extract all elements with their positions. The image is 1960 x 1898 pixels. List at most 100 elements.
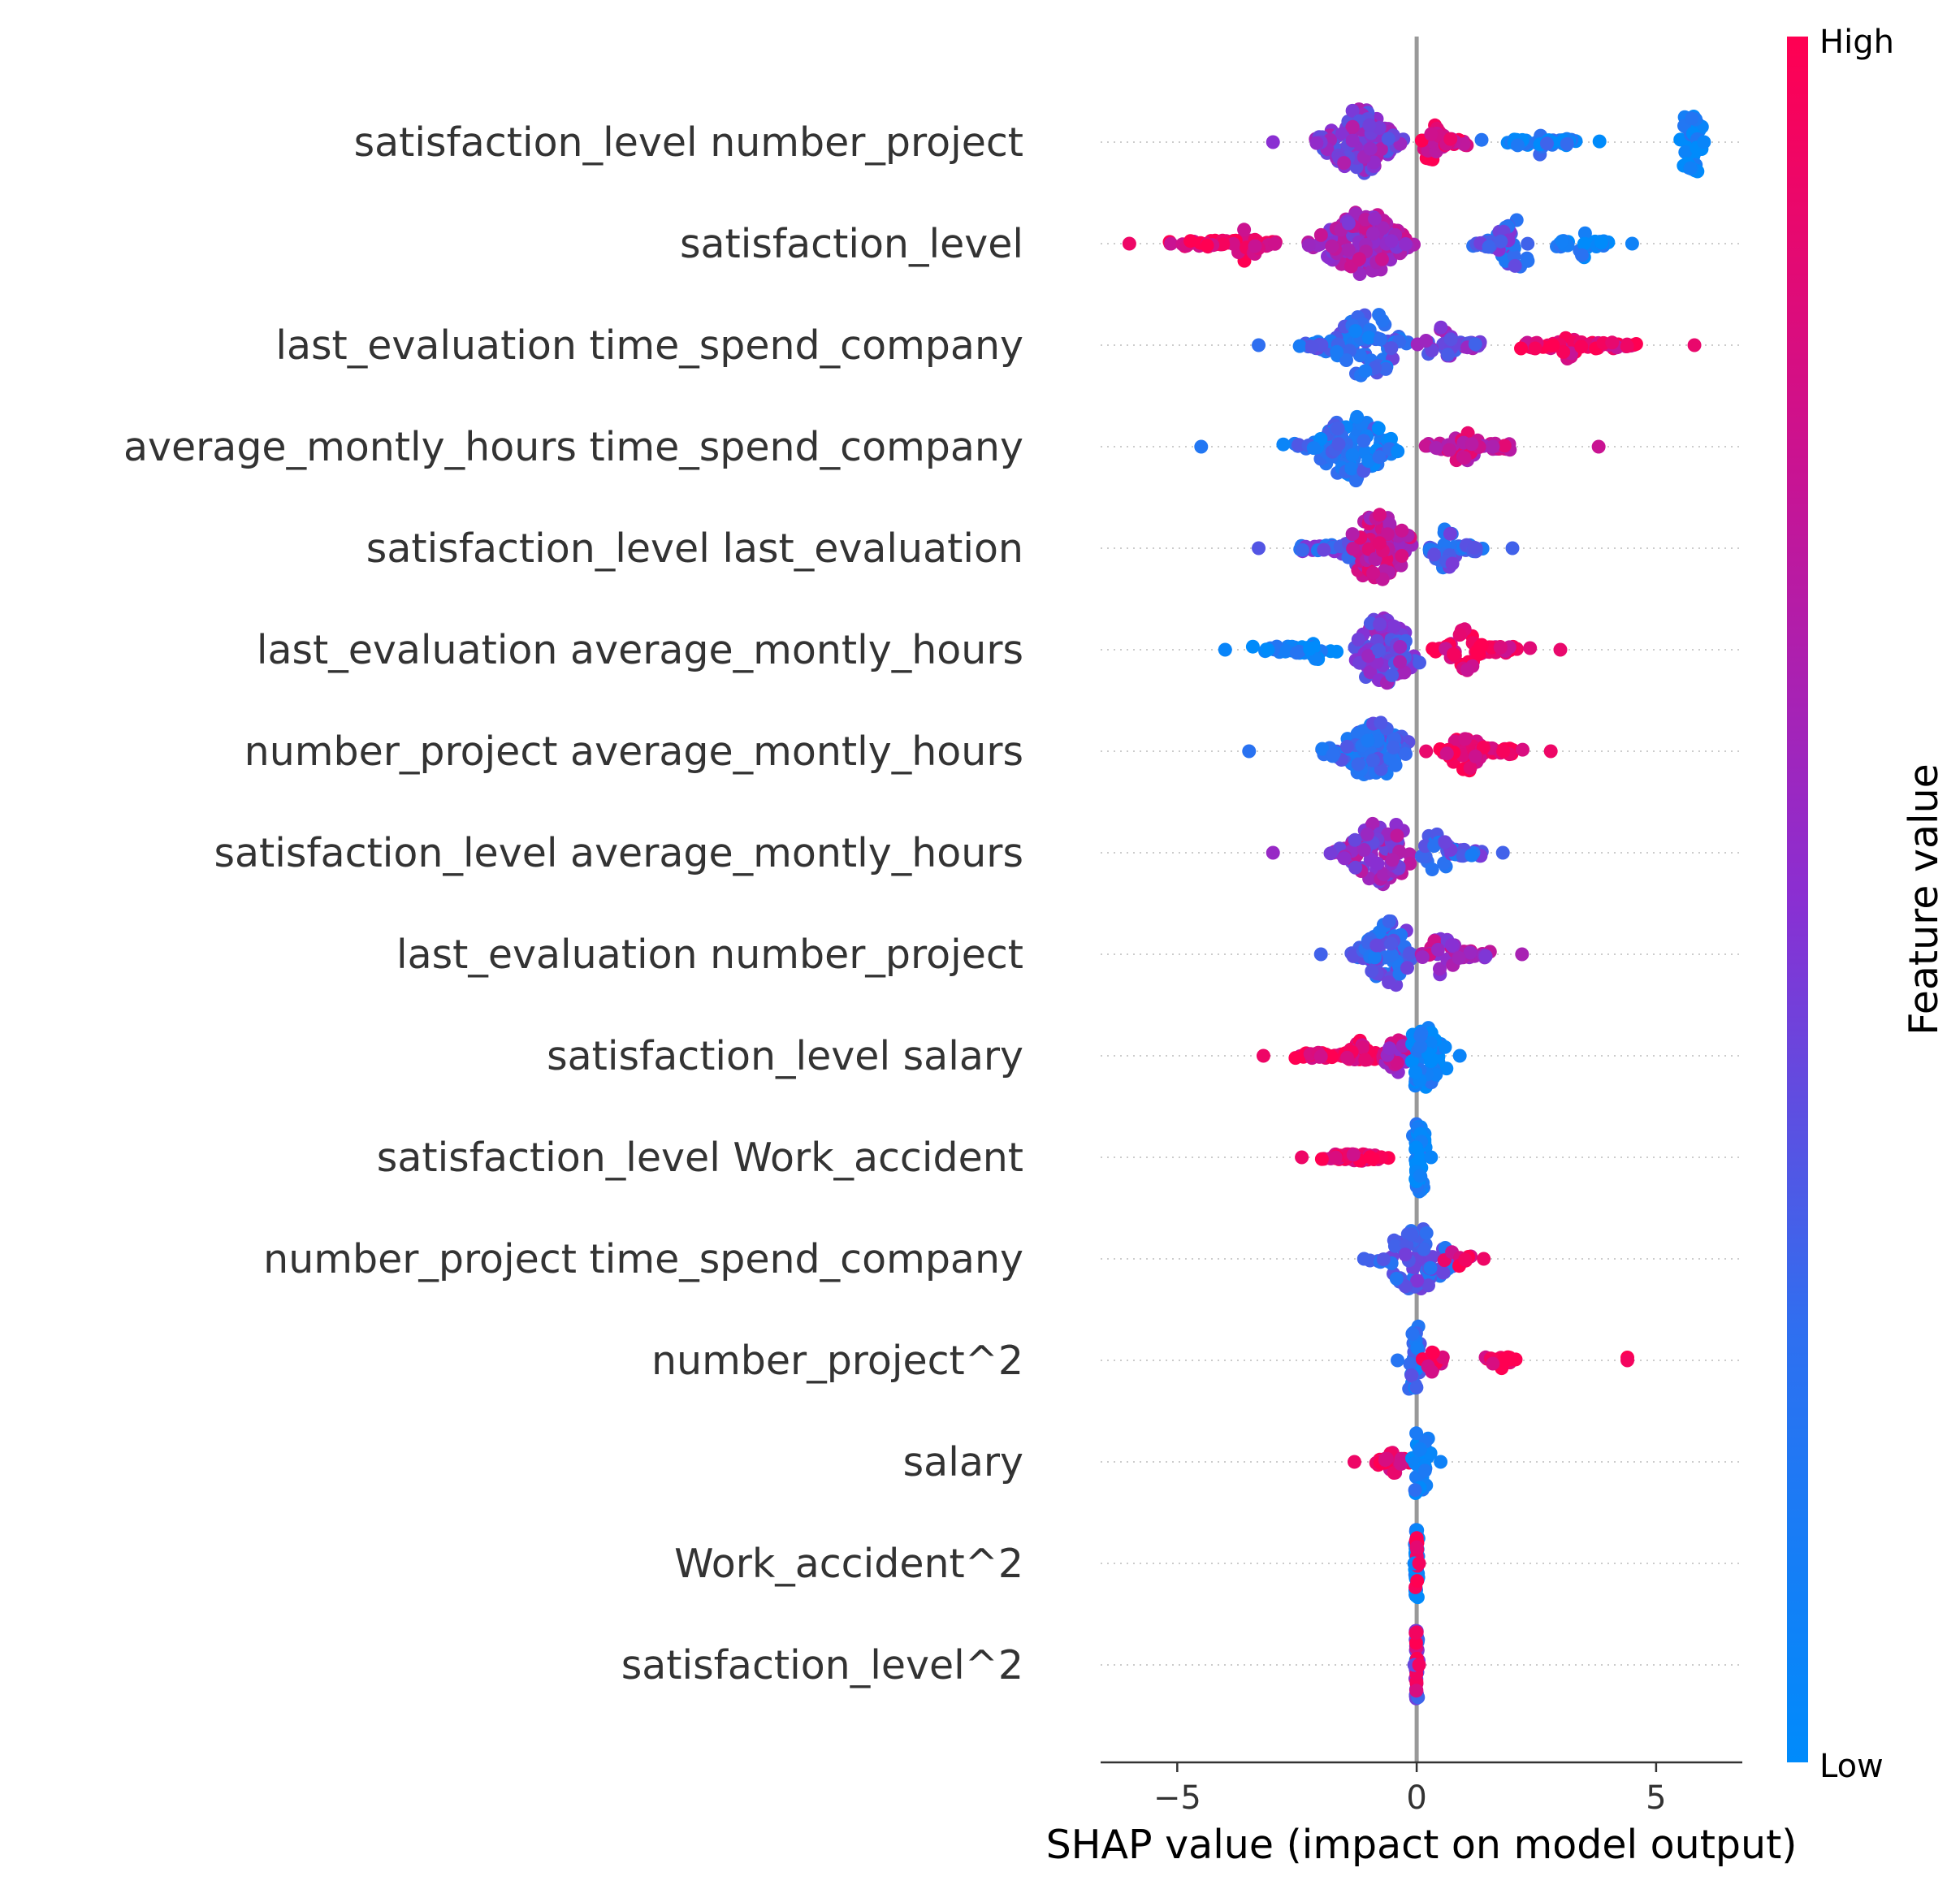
shap-point — [1352, 252, 1366, 266]
shap-point — [1292, 438, 1306, 452]
feature-label: last_evaluation average_montly_hours — [257, 627, 1023, 673]
shap-point — [1381, 132, 1395, 146]
shap-point — [1403, 946, 1417, 961]
shap-point — [1341, 243, 1356, 257]
shap-point — [1370, 734, 1385, 748]
shap-point — [1339, 739, 1354, 754]
shap-point — [1438, 835, 1452, 850]
shap-point — [1323, 846, 1338, 861]
shap-point — [1378, 361, 1393, 376]
x-tick-label: −5 — [1153, 1779, 1201, 1817]
shap-point — [1452, 628, 1467, 642]
shap-point — [1439, 746, 1454, 761]
shap-point — [1468, 337, 1482, 352]
shap-point — [1424, 1150, 1439, 1165]
shap-point — [1384, 341, 1399, 356]
shap-point — [1605, 335, 1620, 350]
shap-point — [1427, 547, 1442, 562]
shap-point — [1683, 161, 1698, 175]
shap-point — [1393, 640, 1408, 654]
shap-point — [1687, 338, 1702, 352]
shap-point — [1348, 324, 1363, 339]
shap-point — [1413, 1152, 1427, 1166]
shap-point — [1452, 951, 1466, 965]
shap-point — [1276, 437, 1291, 452]
shap-point — [1393, 1457, 1408, 1471]
shap-point — [1372, 643, 1387, 657]
shap-point — [1361, 542, 1376, 556]
shap-point — [1495, 845, 1510, 860]
shap-point — [1313, 227, 1328, 242]
shap-point — [1478, 949, 1493, 963]
shap-point — [1523, 641, 1538, 655]
shap-point — [1497, 439, 1512, 453]
shap-point — [1200, 238, 1214, 253]
shap-point — [1400, 961, 1414, 975]
shap-point — [1346, 1148, 1361, 1162]
shap-point — [1452, 1048, 1467, 1063]
shap-point — [1355, 1040, 1369, 1055]
feature-label: satisfaction_level^2 — [621, 1642, 1023, 1688]
feature-label: satisfaction_level Work_accident — [377, 1135, 1023, 1181]
shap-point — [1444, 938, 1459, 953]
shap-point — [1405, 1326, 1420, 1341]
feature-label: satisfaction_level — [680, 221, 1023, 267]
shap-point — [1429, 441, 1443, 455]
shap-point — [1399, 237, 1413, 251]
shap-point — [1436, 1265, 1451, 1280]
feature-label: satisfaction_level number_project — [354, 119, 1023, 166]
shap-point — [1553, 642, 1568, 657]
shap-point — [1408, 1065, 1422, 1079]
shap-point — [1376, 1252, 1391, 1267]
shap-point — [1528, 341, 1542, 356]
shap-point — [1325, 239, 1339, 253]
shap-point — [1292, 339, 1307, 353]
shap-point — [1437, 856, 1452, 871]
shap-point — [1323, 644, 1338, 659]
feature-label: satisfaction_level salary — [547, 1033, 1023, 1079]
shap-point — [1305, 339, 1319, 354]
shap-point — [1256, 1048, 1270, 1063]
shap-point — [1365, 1152, 1380, 1166]
shap-point — [1365, 964, 1379, 979]
shap-point — [1268, 236, 1283, 251]
shap-point — [1575, 248, 1589, 262]
shap-point — [1384, 936, 1399, 951]
shap-point — [1356, 1252, 1371, 1266]
shap-point — [1678, 145, 1693, 159]
shap-point — [1482, 240, 1496, 254]
shap-point — [1313, 1049, 1328, 1064]
shap-point — [1442, 443, 1456, 457]
shap-point — [1514, 341, 1528, 356]
shap-point — [1345, 103, 1360, 118]
shap-point — [1697, 135, 1711, 149]
shap-point — [1368, 211, 1382, 226]
shap-point — [1477, 1252, 1491, 1266]
shap-point — [1434, 1455, 1448, 1469]
shap-point — [1417, 1242, 1431, 1256]
shap-point — [1373, 508, 1387, 522]
feature-labels: satisfaction_level number_projectsatisfa… — [123, 119, 1023, 1688]
shap-point — [1362, 118, 1377, 132]
shap-point — [1385, 853, 1400, 867]
shap-point — [1476, 740, 1491, 754]
shap-point — [1413, 1442, 1427, 1456]
shap-point — [1510, 138, 1525, 153]
shap-point — [1409, 1426, 1424, 1441]
shap-point — [1443, 526, 1457, 541]
shap-point — [1369, 938, 1384, 953]
shap-point — [1365, 227, 1380, 241]
shap-point — [1594, 236, 1609, 250]
shap-point — [1447, 646, 1460, 661]
shap-point — [1408, 1483, 1422, 1498]
x-axis: −5 0 5 SHAP value (impact on model output) — [1046, 1761, 1797, 1868]
shap-point — [1313, 947, 1328, 962]
shap-point — [1543, 744, 1558, 759]
shap-point — [1404, 1054, 1419, 1069]
shap-point — [1423, 1260, 1438, 1275]
shap-point — [1366, 566, 1381, 580]
shap-point — [1443, 132, 1458, 146]
shap-point — [1494, 234, 1508, 249]
shap-point — [1266, 845, 1280, 860]
